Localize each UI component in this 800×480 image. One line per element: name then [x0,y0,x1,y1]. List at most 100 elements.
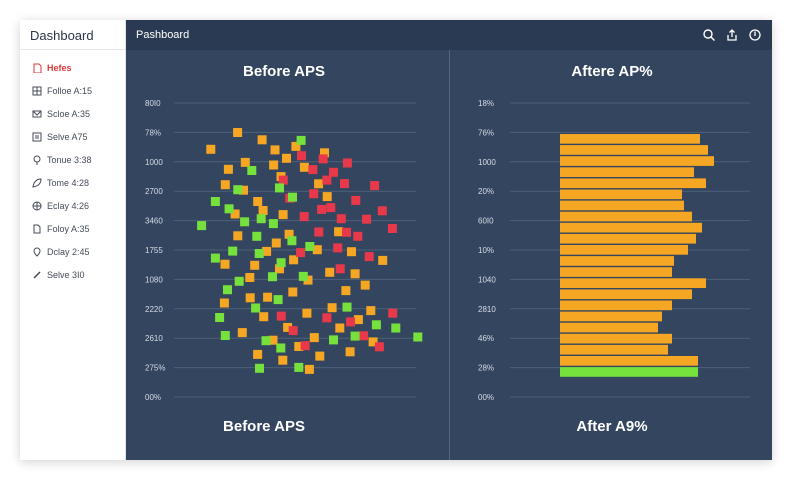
bar [559,278,706,288]
y-tick-label: 80I0 [145,99,161,108]
sidebar-nav: Hefes Folloe A:15 Scloe A:35 Selve A75 Tonue… [20,50,125,286]
scatter-point-red [329,167,338,177]
scatter-point-red [336,214,346,224]
scatter-point-orange [334,227,344,237]
search-icon[interactable] [702,28,716,42]
scatter-point-green [296,135,306,145]
y-tick-label: 78% [145,128,161,137]
scatter-point-green [255,363,264,373]
power-icon[interactable] [748,28,762,42]
scatter-point-red [278,175,288,185]
export-icon[interactable] [725,28,739,42]
scatter-point-red [351,195,361,205]
sidebar-item-label: Dclay 2:45 [47,246,90,257]
sidebar-item-3[interactable]: Selve A75 [20,125,125,148]
scatter-point-orange [233,128,243,137]
scatter-point-red [300,341,310,351]
y-tick-label: 28% [478,364,494,373]
scatter-point-red [342,227,351,237]
pen-icon [32,270,42,280]
bar [559,200,684,211]
scatter-point-red [296,248,306,258]
sidebar-item-label: Scloe A:35 [47,108,91,119]
bar [559,145,708,155]
scatter-point-red [317,204,327,214]
y-tick-label: 00% [478,393,494,402]
scatter-point-orange [366,306,376,316]
scatter-point-orange [360,280,370,290]
bar [559,189,682,200]
scatter-point-red [364,252,374,262]
bar [559,167,694,177]
scatter-point-red [362,214,372,224]
grid-icon [32,86,42,96]
bar [559,267,672,277]
scatter-point-red [297,151,306,161]
y-tick-label: 00% [145,393,161,402]
scatter-point-green [215,313,225,322]
scatter-point-orange [288,287,298,297]
bar [559,256,674,266]
sidebar-item-5[interactable]: Tome 4:28 [20,171,125,194]
scatter-point-orange [269,160,279,170]
sidebar-item-1[interactable]: Folloe A:15 [20,79,125,102]
document-icon [32,63,42,73]
balloon-icon [32,155,42,165]
sidebar-item-7[interactable]: Foloy A:35 [20,217,125,240]
sidebar-item-4[interactable]: Tonue 3:38 [20,148,125,171]
y-tick-label: 2810 [478,305,496,314]
scatter-point-green [240,217,250,227]
y-tick-label: 46% [478,334,494,343]
scatter-point-orange [325,267,335,277]
scatter-point-red [346,317,356,327]
scatter-point-orange [320,148,329,158]
bar [559,322,658,333]
scatter-point-orange [257,135,267,145]
scatter-point-green [413,332,423,342]
leaf-icon [32,177,42,188]
sidebar-item-6[interactable]: Eclay 4:26 [20,194,125,217]
scatter-point-orange [220,259,230,269]
scatter-point-green [233,185,243,195]
scatter-point-red [387,224,397,233]
sidebar-item-8[interactable]: Dclay 2:45 [20,240,125,263]
bar [559,356,698,366]
sidebar-item-9[interactable]: Selve 3I0 [20,263,125,286]
scatter-point-red [326,203,336,213]
sidebar-item-2[interactable]: Scloe A:35 [20,102,125,125]
file-icon [32,224,42,234]
scatter-point-red [309,189,319,199]
y-tick-label: 2220 [145,305,163,314]
scatter-point-red [276,311,286,321]
sidebar: Dashboard Hefes Folloe A:15 Scloe A:35 Selv… [20,20,126,460]
bar [559,233,696,244]
before-scatter-chart: Before APS 80I0 78% 1000 2700 3460 1755 1080 22… [145,63,423,435]
after-bar-chart: Aftere AP% 18% 76% 1000 20% 60I0 10% 1040 2810 4… [478,63,750,435]
sidebar-item-0[interactable]: Hefes [20,56,125,79]
sidebar-item-label: Selve 3I0 [47,269,85,280]
y-tick-label: 1000 [478,158,496,167]
scatter-point-green [305,242,315,251]
scatter-point-orange [259,312,269,322]
scatter-point-red [318,154,328,164]
scatter-point-orange [345,347,355,357]
scatter-point-orange [271,238,281,248]
scatter-point-green [223,285,232,295]
scatter-point-red [288,326,298,336]
scatter-point-orange [230,209,240,219]
y-tick-label: 2700 [145,187,163,196]
scatter-point-orange [312,245,322,255]
scatter-point-green [197,221,207,231]
y-tick-label: 1040 [478,275,496,284]
scatter-point-orange [335,323,345,333]
scatter-point-red [353,231,363,241]
scatter-point-orange [253,197,263,206]
sidebar-item-label: Tonue 3:38 [47,154,92,165]
scatter-point-orange [368,337,378,347]
bar [559,344,668,355]
list-icon [32,132,42,142]
sidebar-item-label: Hefes [47,62,72,73]
bar [559,156,714,166]
scatter-point-orange [223,164,233,174]
scatter-point-green [220,331,230,340]
